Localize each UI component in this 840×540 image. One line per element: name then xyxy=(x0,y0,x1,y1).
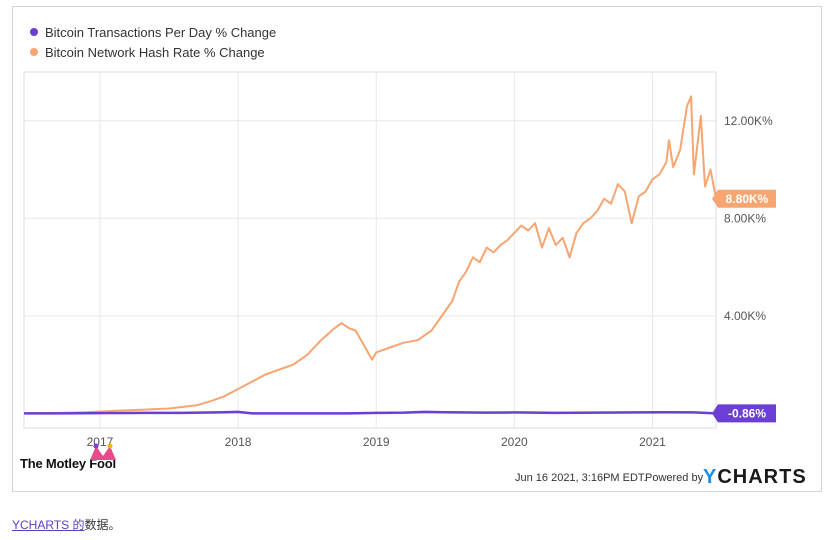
caption-text: 数据。 xyxy=(84,518,121,532)
powered-by-label: Powered by xyxy=(645,472,704,484)
plot-area xyxy=(23,71,717,429)
y-tick-label: 12.00K% xyxy=(724,114,773,128)
y-tick-label: 8.00K% xyxy=(724,211,766,225)
end-value-transactions: -0.86% xyxy=(728,406,766,420)
ycharts-link[interactable]: YCHARTS 的 xyxy=(12,518,85,532)
ycharts-logo-rest: CHARTS xyxy=(717,466,807,488)
timestamp: Jun 16 2021, 3:16PM EDT. xyxy=(515,472,647,484)
x-tick-label: 2017 xyxy=(87,435,114,449)
legend-item-transactions[interactable]: Bitcoin Transactions Per Day % Change xyxy=(30,22,276,42)
x-tick-label: 2021 xyxy=(639,435,666,449)
motley-fool-logo: The Motley Fool xyxy=(20,443,120,471)
series-line-hashrate xyxy=(23,95,717,415)
legend-dot-transactions xyxy=(30,28,38,36)
legend-label-hashrate: Bitcoin Network Hash Rate % Change xyxy=(45,44,265,60)
x-tick-label: 2019 xyxy=(363,435,390,449)
brand-name: The Motley Fool xyxy=(20,456,116,471)
legend-item-hashrate[interactable]: Bitcoin Network Hash Rate % Change xyxy=(30,42,276,62)
end-badge-hashrate xyxy=(712,189,776,208)
legend-label-transactions: Bitcoin Transactions Per Day % Change xyxy=(45,24,277,40)
end-value-hashrate: 8.80K% xyxy=(726,192,769,206)
end-badge-transactions xyxy=(712,404,776,423)
source-caption: YCHARTS 的数据。 xyxy=(12,516,120,533)
x-tick-label: 2018 xyxy=(225,435,252,449)
series-line-transactions xyxy=(24,410,717,415)
legend-dot-hashrate xyxy=(30,48,38,56)
x-tick-label: 2020 xyxy=(501,435,528,449)
ycharts-logo[interactable]: YCHARTS xyxy=(703,466,807,489)
chart-legend: Bitcoin Transactions Per Day % Change Bi… xyxy=(30,22,276,62)
jester-hat-icon xyxy=(89,443,116,460)
ycharts-logo-y: Y xyxy=(703,466,718,488)
y-tick-label: 4.00K% xyxy=(724,309,766,323)
